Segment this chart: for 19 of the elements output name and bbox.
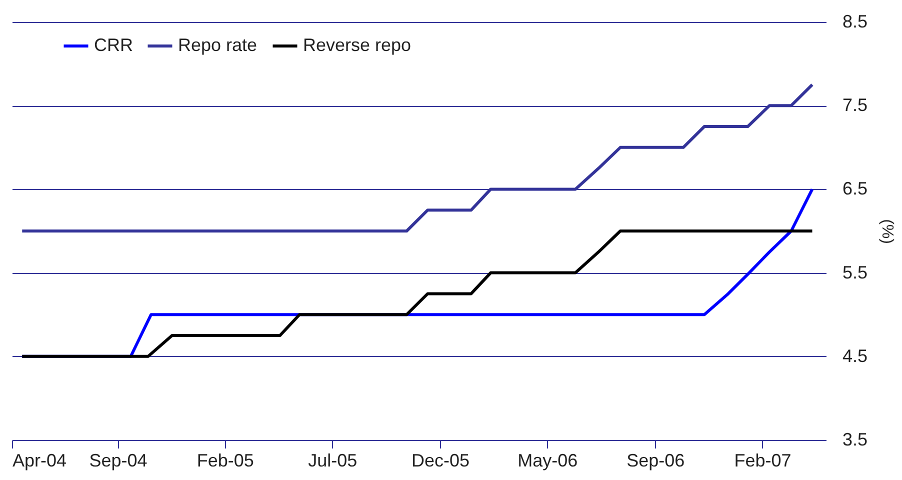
line-series: [20, 230, 814, 358]
y-tick-label: 7.5: [842, 95, 868, 116]
x-tick-label: May-06: [518, 450, 578, 470]
legend-label: Reverse repo: [303, 35, 412, 55]
x-tick-label: Feb-05: [196, 450, 254, 470]
y-tick-label: 3.5: [842, 430, 868, 450]
y-tick-label: 4.5: [842, 346, 868, 366]
x-tick-label: Dec-05: [411, 450, 470, 470]
x-tick-label: Apr-04: [12, 450, 67, 470]
legend-label: Repo rate: [178, 35, 258, 55]
y-tick-label: 6.5: [842, 178, 868, 199]
x-tick-label: Jul-05: [308, 450, 358, 470]
x-tick-label: Sep-06: [626, 450, 685, 470]
x-tick-label: Sep-04: [89, 450, 148, 470]
y-axis-title: (%): [878, 219, 896, 244]
y-tick-label: 5.5: [842, 262, 868, 282]
legend-label: CRR: [94, 35, 133, 55]
y-tick-label: 8.5: [842, 12, 868, 32]
x-tick-label: Feb-07: [734, 450, 792, 470]
